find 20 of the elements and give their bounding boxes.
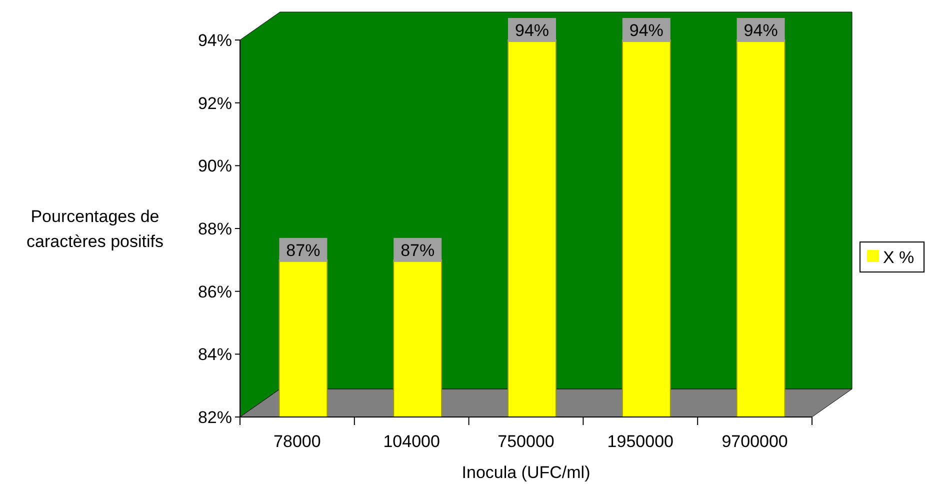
- legend-label: X %: [883, 248, 914, 267]
- data-label: 87%: [400, 240, 435, 260]
- y-tick-label: 84%: [198, 345, 232, 364]
- data-label: 87%: [286, 240, 320, 260]
- y-tick-label: 82%: [198, 408, 232, 427]
- x-tick-label: 78000: [274, 432, 321, 451]
- y-tick-label: 90%: [198, 156, 232, 176]
- x-tick-label: 104000: [383, 432, 440, 451]
- data-label: 94%: [514, 21, 550, 40]
- x-tick-label: 1950000: [607, 432, 674, 451]
- y-tick-label: 92%: [198, 94, 232, 113]
- x-axis-title: Inocula (UFC/ml): [462, 463, 590, 482]
- y-tick-label: 88%: [198, 220, 232, 238]
- x-tick-label: 9700000: [722, 432, 788, 451]
- data-label: 94%: [629, 21, 664, 40]
- x-tick-label: 750000: [498, 432, 554, 451]
- y-axis-title: Pourcentages de caractères positifs: [26, 207, 164, 251]
- data-label: 94%: [744, 21, 778, 40]
- y-tick-label: 94%: [198, 31, 232, 50]
- y-tick-label: 86%: [198, 282, 232, 302]
